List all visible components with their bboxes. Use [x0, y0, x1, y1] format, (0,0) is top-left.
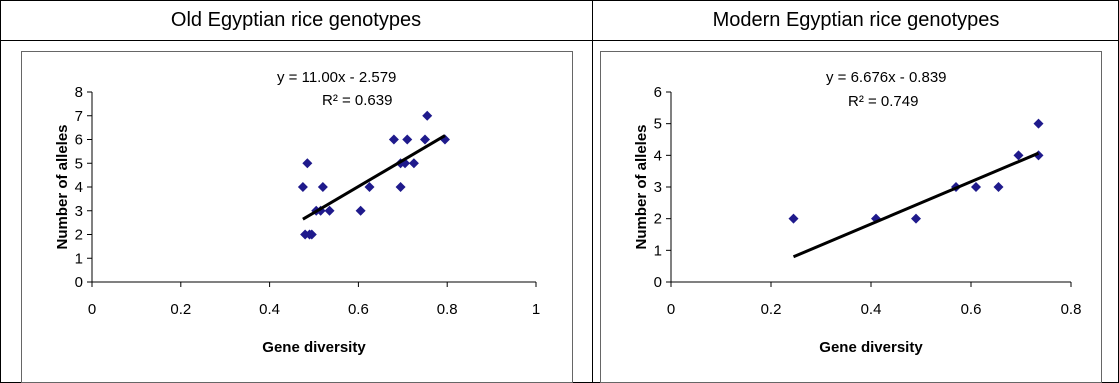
trendline-equation: y = 11.00x - 2.579 [277, 69, 396, 86]
y-tick-label: 4 [654, 147, 662, 164]
scatter-chart-modern: 0 1 2 3 4 5 6 0 0.2 0.4 0.6 0.8 Gene diversity Number… [633, 69, 1082, 356]
data-point [993, 182, 1004, 192]
data-point [1013, 150, 1024, 161]
data-point [364, 182, 375, 192]
y-tick-label: 6 [654, 84, 662, 101]
r-squared-label: R² = 0.639 [322, 92, 392, 109]
y-tick-label: 3 [654, 179, 662, 196]
trendline [792, 151, 1040, 259]
y-axis-label: Number of alleles [633, 124, 650, 249]
x-tick-label: 0.4 [259, 301, 280, 318]
trendline [302, 134, 446, 221]
x-axis-label: Gene diversity [262, 339, 366, 356]
scatter-chart-old: 0 1 2 3 4 5 6 7 8 0 0.2 0.4 0.6 0.8 1 Gene diversity Num… [54, 69, 540, 356]
data-point [1033, 118, 1044, 129]
x-tick-label: 0.8 [1061, 301, 1082, 318]
y-tick-label: 5 [75, 155, 83, 172]
data-point [422, 110, 433, 121]
data-point [324, 205, 335, 216]
y-tick-label: 1 [654, 242, 662, 259]
y-tick-label: 2 [75, 227, 83, 244]
data-point [317, 182, 328, 192]
header-old-genotypes: Old Egyptian rice genotypes [170, 8, 422, 31]
y-tick-label: 6 [75, 132, 83, 149]
x-tick-label: 0 [88, 301, 96, 318]
x-tick-label: 0.2 [761, 301, 782, 318]
x-tick-label: 0.4 [861, 301, 882, 318]
r-squared-label: R² = 0.749 [848, 93, 918, 110]
data-point [420, 134, 430, 145]
x-tick-label: 0.6 [348, 301, 369, 318]
y-tick-label: 7 [75, 108, 83, 125]
y-axis-label: Number of alleles [54, 124, 71, 249]
y-tick-label: 8 [75, 84, 83, 101]
data-point [302, 158, 313, 169]
x-tick-label: 0.6 [961, 301, 982, 318]
data-point [306, 229, 317, 240]
trendline-equation: y = 6.676x - 0.839 [826, 69, 947, 86]
data-point [355, 205, 366, 216]
chart-panel-old: 0 1 2 3 4 5 6 7 8 0 0.2 0.4 0.6 0.8 1 Gene diversity Num… [21, 51, 573, 383]
y-tick-label: 0 [75, 274, 83, 291]
chart-panel-modern: 0 1 2 3 4 5 6 0 0.2 0.4 0.6 0.8 Gene diversity Number… [600, 51, 1102, 383]
data-point [402, 134, 413, 145]
data-point [408, 158, 419, 169]
data-point [388, 134, 399, 145]
x-tick-label: 0 [667, 301, 675, 318]
data-point [788, 213, 799, 224]
x-tick-label: 1 [532, 301, 540, 318]
y-tick-label: 4 [75, 179, 83, 196]
x-axis-label: Gene diversity [819, 339, 923, 356]
x-tick-label: 0.2 [170, 301, 191, 318]
header-divider [0, 40, 1119, 41]
data-point [911, 213, 921, 224]
y-tick-label: 1 [75, 250, 83, 267]
y-tick-label: 2 [654, 211, 662, 228]
data-point [971, 182, 981, 192]
data-point [297, 182, 308, 192]
x-tick-label: 0.8 [437, 301, 458, 318]
y-tick-label: 0 [654, 274, 662, 291]
y-tick-label: 5 [654, 116, 662, 133]
y-tick-label: 3 [75, 203, 83, 220]
column-divider [592, 0, 593, 383]
header-modern-genotypes: Modern Egyptian rice genotypes [712, 8, 1000, 31]
data-point [395, 182, 406, 192]
